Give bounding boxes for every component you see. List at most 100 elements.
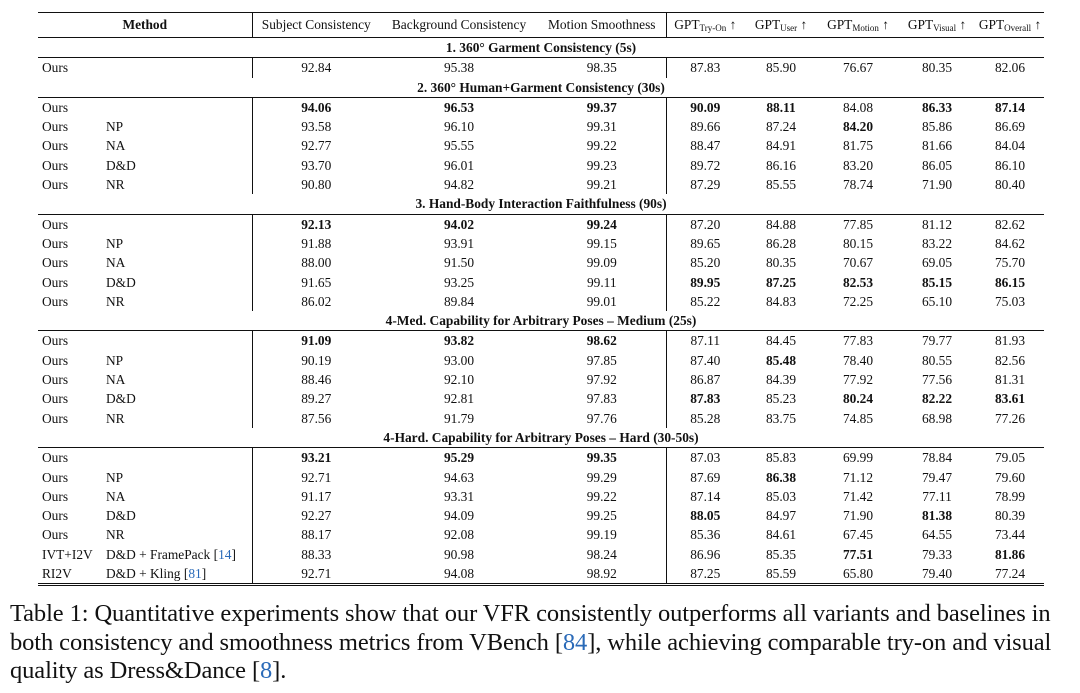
gpt-motion-sub: Motion (852, 23, 879, 34)
table-row: Ours D&D 93.70 96.01 99.23 89.72 86.16 83.20 86.… (38, 155, 1044, 176)
variant-cell: NA (102, 370, 253, 390)
metric-value-cell: 92.71 (301, 469, 332, 485)
metric-value-cell: 85.20 (690, 255, 721, 271)
metric-value-cell: 80.15 (842, 235, 874, 251)
metric-value-cell: 82.06 (994, 60, 1026, 76)
method-name-cell: Ours (42, 157, 69, 173)
caption-citation-link[interactable]: 8 (260, 657, 273, 684)
metric-value-cell: 87.25 (765, 274, 797, 290)
metric-value-cell: 85.35 (765, 546, 797, 562)
variant-label: D&D (106, 508, 136, 524)
metric-value-cell: 85.59 (765, 566, 797, 582)
metric-value-cell: 75.70 (994, 255, 1026, 271)
metric-value-cell: 83.20 (842, 157, 874, 173)
metric-value-cell: 83.61 (994, 391, 1026, 407)
background-consistency-header: Background Consistency (391, 17, 527, 33)
table-row: Ours 92.84 95.38 98.35 87.83 85.90 76.67 80.35 8… (38, 57, 1044, 78)
metric-value-cell: 99.29 (538, 467, 667, 487)
variant-cell: D&D + Kling [81] (102, 564, 253, 585)
metric-value-cell: 76.67 (842, 60, 874, 76)
metric-value-cell: 96.10 (443, 119, 475, 135)
metric-value-cell: 88.17 (301, 527, 332, 543)
metric-value-cell: 77.24 (994, 566, 1026, 582)
metric-value-cell: 92.71 (301, 566, 332, 582)
metric-value-cell: 79.33 (921, 546, 953, 562)
table-row: Ours D&D 91.65 93.25 99.11 89.95 87.25 82.53 85.… (38, 272, 1044, 292)
metric-value-cell: 84.61 (765, 527, 797, 543)
gpt-motion-prefix: GPT (827, 17, 853, 33)
variant-cell (102, 447, 253, 468)
metric-value-cell: 77.92 (842, 372, 874, 388)
metric-value-cell: 86.15 (994, 274, 1026, 290)
metric-value-cell: 96.53 (443, 99, 475, 115)
up-arrow-icon: ↑ (800, 17, 808, 33)
method-name-cell: IVT+I2V (42, 546, 93, 562)
metric-value-cell: 85.22 (690, 293, 721, 309)
metric-value-cell: 93.00 (443, 352, 475, 368)
metric-value-cell: 99.01 (538, 291, 667, 312)
metric-value-cell: 87.25 (690, 566, 721, 582)
metric-value-cell: 80.55 (921, 352, 953, 368)
metric-value-cell: 84.91 (765, 138, 797, 154)
method-name-cell: Ours (42, 352, 69, 368)
metric-value-cell: 84.83 (765, 293, 797, 309)
metric-value-cell: 90.80 (301, 177, 332, 193)
caption-text-1: Table 1: Quantitative experiments show t… (10, 600, 1051, 656)
metric-value-cell: 92.84 (301, 60, 332, 76)
metric-value-cell: 64.55 (921, 527, 953, 543)
table-row: Ours NA 88.00 91.50 99.09 85.20 80.35 70.67 69.0… (38, 253, 1044, 273)
metric-value-cell: 96.01 (443, 157, 475, 173)
variant-cell (102, 97, 253, 118)
variant-label: NP (106, 119, 124, 135)
method-name-cell: Ours (42, 333, 69, 349)
metric-value-cell: 99.37 (538, 97, 667, 118)
header-row: Method Subject Consistency Background Co… (38, 12, 1045, 38)
gpt-tryon-header: GPTTry-On ↑ (666, 13, 744, 38)
metric-value-cell: 80.24 (842, 391, 874, 407)
metric-value-cell: 71.90 (921, 177, 953, 193)
metric-value-cell: 78.99 (994, 488, 1026, 504)
variant-cell (102, 214, 253, 234)
method-name-cell: Ours (42, 410, 69, 426)
metric-value-cell: 86.28 (765, 235, 797, 251)
citation-link[interactable]: 14 (218, 546, 232, 562)
table-row: Ours NR 88.17 92.08 99.19 85.36 84.61 67.45 64.5… (38, 525, 1044, 545)
gpt-visual-prefix: GPT (907, 17, 934, 33)
metric-value-cell: 85.90 (765, 60, 797, 76)
metric-value-cell: 69.05 (921, 255, 953, 271)
variant-label: NR (106, 527, 125, 543)
metric-value-cell: 93.82 (443, 333, 475, 349)
metric-value-cell: 87.69 (690, 469, 721, 485)
table-row: Ours 91.09 93.82 98.62 87.11 84.45 77.83 79.77 8… (38, 330, 1044, 351)
variant-label: D&D (106, 274, 136, 290)
metric-value-cell: 82.62 (994, 216, 1026, 232)
citation-bracket: [ (210, 546, 219, 562)
variant-cell: NA (102, 253, 253, 273)
variant-label: D&D (106, 157, 136, 173)
metric-value-cell: 85.28 (690, 410, 721, 426)
method-header: Method (38, 12, 253, 38)
metric-value-cell: 91.88 (301, 235, 332, 251)
metric-value-cell: 99.25 (538, 506, 667, 526)
up-arrow-icon: ↑ (882, 17, 889, 33)
section-header-row: 4-Hard. Capability for Arbitrary Poses –… (38, 427, 1045, 449)
metric-value-cell: 84.39 (765, 372, 797, 388)
citation-link[interactable]: 81 (188, 566, 202, 582)
table-body: 1. 360° Garment Consistency (5s) Ours 92.8… (38, 37, 1045, 585)
results-table-container: Method Subject Consistency Background Co… (38, 12, 1045, 586)
metric-value-cell: 87.20 (690, 216, 721, 232)
table-row: Ours 93.21 95.29 99.35 87.03 85.83 69.99 78.84 7… (38, 447, 1044, 468)
caption-citation-link[interactable]: 84 (562, 628, 588, 656)
metric-value-cell: 77.56 (921, 372, 953, 388)
metric-value-cell: 89.72 (690, 157, 721, 173)
metric-value-cell: 99.15 (538, 233, 667, 254)
metric-value-cell: 80.40 (994, 177, 1026, 193)
variant-cell: NA (102, 136, 253, 156)
metric-value-cell: 86.16 (765, 157, 797, 173)
metric-value-cell: 94.63 (443, 469, 475, 485)
metric-value-cell: 93.21 (301, 450, 332, 466)
metric-value-cell: 81.31 (994, 372, 1026, 388)
metric-value-cell: 74.85 (842, 410, 874, 426)
section-title: 4-Med. Capability for Arbitrary Poses – … (38, 311, 1045, 332)
metric-value-cell: 99.22 (538, 486, 667, 507)
